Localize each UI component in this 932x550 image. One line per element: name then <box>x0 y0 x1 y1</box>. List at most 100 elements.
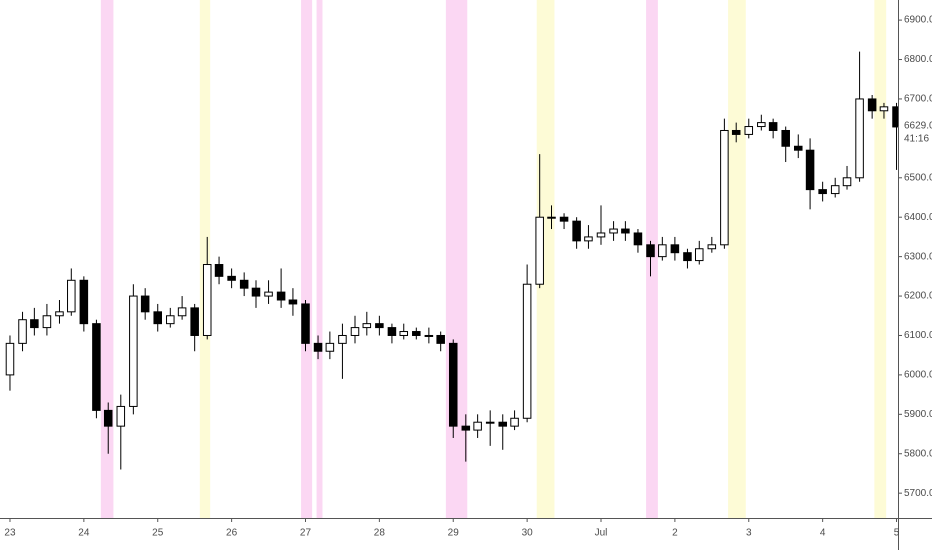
candle-body <box>818 189 827 195</box>
candle-body <box>510 417 519 427</box>
candle-body <box>103 409 113 427</box>
candle-body <box>227 275 236 281</box>
y-tick-label: 5900.0 <box>904 409 932 420</box>
candle-body <box>251 287 261 297</box>
y-tick-label: 6700.0 <box>904 94 932 105</box>
candle-body <box>18 319 27 344</box>
candle-body <box>239 279 249 289</box>
candle-body <box>720 129 729 246</box>
candle-body <box>572 220 581 242</box>
session-band <box>301 0 313 518</box>
candle-body <box>694 248 704 262</box>
candle-body <box>855 98 864 179</box>
last-price-box <box>899 117 932 148</box>
y-tick-label: 5800.0 <box>904 448 932 459</box>
candle-body <box>596 232 606 238</box>
y-tick-label: 6500.0 <box>904 172 932 183</box>
x-tick-label: 23 <box>4 528 16 539</box>
candle-body <box>325 342 335 352</box>
candle-body <box>485 421 495 424</box>
candle-body <box>879 106 889 112</box>
y-tick-label: 6200.0 <box>904 291 932 302</box>
x-tick-label: 24 <box>78 528 90 539</box>
candle-body <box>646 244 655 258</box>
candle-body <box>30 319 39 329</box>
candle-body <box>473 421 482 431</box>
x-tick-label: 28 <box>374 528 386 539</box>
candle-body <box>757 122 766 128</box>
candle-body <box>190 307 199 336</box>
candle-body <box>683 252 692 262</box>
bands <box>100 0 887 518</box>
candle-body <box>276 291 286 301</box>
candle-body <box>805 149 815 191</box>
session-band <box>445 0 468 518</box>
x-tick-label: 3 <box>746 528 752 539</box>
candle-body <box>387 327 397 336</box>
candle-body <box>892 106 898 128</box>
candle-body <box>584 236 593 242</box>
session-band <box>100 0 114 518</box>
x-tick-label: 25 <box>152 528 164 539</box>
session-band <box>874 0 887 518</box>
session-band <box>199 0 211 518</box>
candle-body <box>92 323 101 411</box>
candle-body <box>867 98 877 112</box>
session-band <box>536 0 555 518</box>
candle-body <box>288 299 298 305</box>
y-tick-label: 5700.0 <box>904 488 932 499</box>
y-tick-label: 6000.0 <box>904 370 932 381</box>
y-tick-label: 6300.0 <box>904 251 932 262</box>
y-tick-label: 6400.0 <box>904 212 932 223</box>
candle-body <box>768 122 778 131</box>
session-band <box>316 0 323 518</box>
candle-body <box>448 342 458 427</box>
candle-body <box>166 315 175 325</box>
x-tick-label: Jul <box>595 528 608 539</box>
candle-body <box>177 307 187 317</box>
candle-body <box>399 331 409 336</box>
candle-body <box>129 295 138 407</box>
x-tick-label: 27 <box>300 528 312 539</box>
candle-body <box>609 228 618 234</box>
candle-body <box>781 129 790 147</box>
candle-body <box>744 126 754 135</box>
candle-body <box>547 216 556 219</box>
candle-body <box>214 264 224 277</box>
y-tick-label: 6900.0 <box>904 15 932 26</box>
candle-body <box>522 283 532 419</box>
candle-body <box>264 291 273 297</box>
candle-body <box>830 185 840 195</box>
candle-body <box>633 232 643 246</box>
candle-body <box>55 311 64 317</box>
candle-body <box>42 315 52 329</box>
candle-body <box>338 334 347 344</box>
candle-body <box>301 303 310 344</box>
candle-body <box>412 331 421 336</box>
x-tick-label: 5 <box>894 528 900 539</box>
y-tick-label: 6100.0 <box>904 330 932 341</box>
candle-body <box>375 323 384 329</box>
x-tick-label: 2 <box>672 528 678 539</box>
candle-body <box>362 323 372 329</box>
candle-body <box>793 145 803 151</box>
last-price-label: 6629.0 <box>904 121 932 132</box>
x-tick-label: 30 <box>522 528 534 539</box>
session-band <box>646 0 658 518</box>
candle-body <box>424 334 434 337</box>
candle-body <box>67 279 76 313</box>
candle-body <box>313 342 323 352</box>
candle-body <box>707 244 717 250</box>
candles <box>5 51 898 470</box>
countdown: 41:16 <box>904 134 929 145</box>
candle-body <box>461 425 471 431</box>
y-tick-label: 6800.0 <box>904 54 932 65</box>
candle-body <box>731 129 741 135</box>
candle-body <box>5 342 15 376</box>
candle-body <box>658 244 667 258</box>
x-tick-label: 4 <box>820 528 826 539</box>
candle-body <box>670 244 680 254</box>
candle-body <box>79 279 89 325</box>
